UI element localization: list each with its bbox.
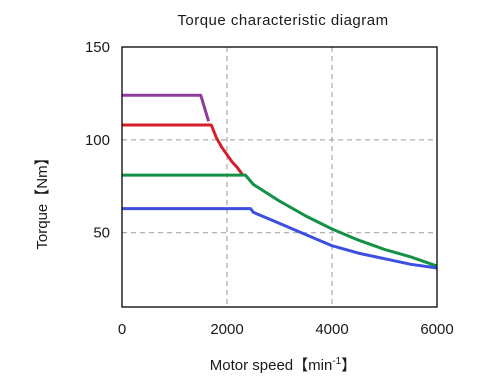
series-line-4	[122, 207, 438, 270]
x-axis-label-suffix: 】	[341, 357, 356, 374]
y-tick-label: 150	[85, 39, 110, 56]
grid-lines	[122, 47, 437, 307]
x-tick-label: 6000	[420, 321, 453, 338]
y-axis-label: Torque【Nm】	[34, 150, 51, 249]
series-lines	[122, 93, 438, 270]
x-tick-label: 4000	[315, 321, 348, 338]
series-line-1	[122, 93, 211, 122]
x-axis-label-text: Motor speed【min	[210, 357, 333, 374]
x-tick-label: 2000	[210, 321, 243, 338]
plot-frame	[121, 46, 438, 308]
x-axis-label-superscript: -1	[332, 356, 341, 367]
y-tick-label: 100	[85, 132, 110, 149]
series-line-2	[122, 123, 245, 176]
series-line-3	[122, 173, 438, 268]
x-tick-label: 0	[118, 321, 126, 338]
y-tick-label: 50	[93, 225, 110, 242]
y-tick-labels: 50 100 150	[85, 39, 110, 242]
x-tick-labels: 0 2000 4000 6000	[118, 321, 454, 338]
chart-title: Torque characteristic diagram	[177, 12, 388, 29]
x-axis-label: Motor speed【min-1】	[210, 356, 356, 374]
